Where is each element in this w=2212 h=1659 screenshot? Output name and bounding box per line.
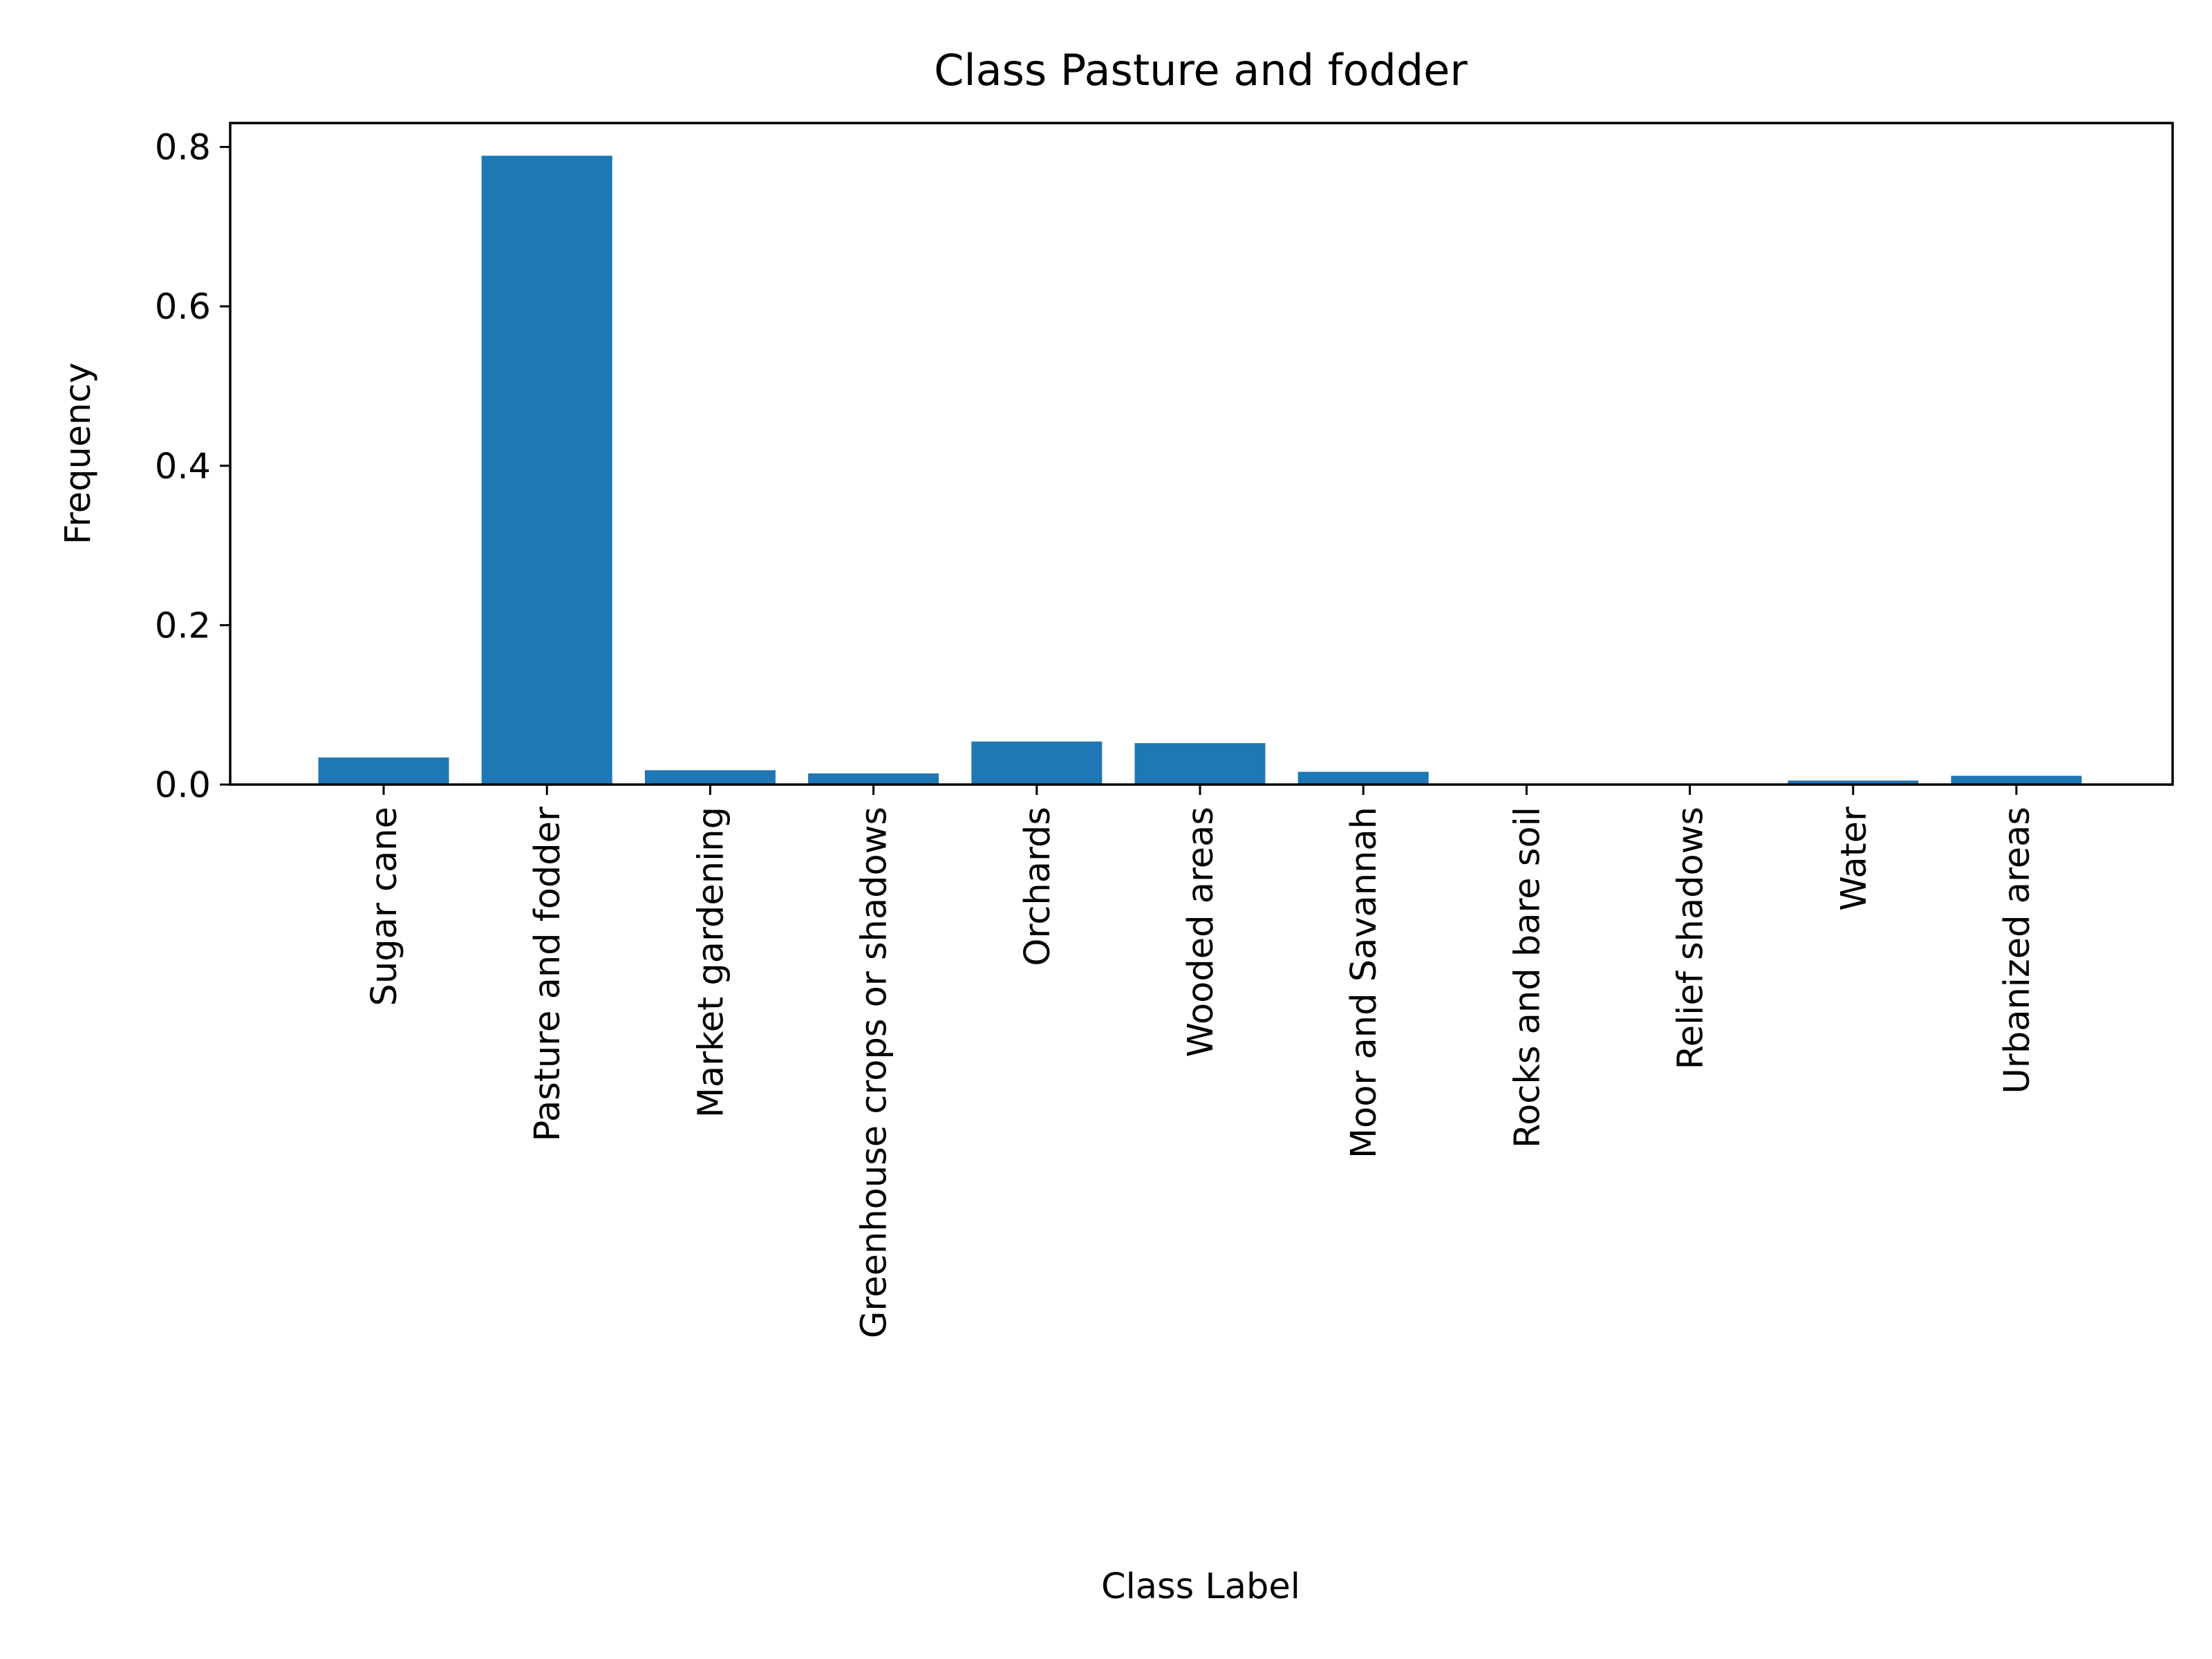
- x-tick-label: Orchards: [1018, 807, 1058, 966]
- bar-market-gardening: [644, 770, 776, 785]
- y-axis: 0.0 0.2 0.4 0.6 0.8: [155, 128, 230, 806]
- x-axis-label: Class Label: [1101, 1566, 1300, 1607]
- bar-greenhouse-crops-or-shadows: [808, 773, 939, 785]
- x-tick-label: Pasture and fodder: [527, 807, 568, 1141]
- y-tick-label: 0.0: [155, 765, 211, 806]
- x-tick-label: Urbanized areas: [1997, 807, 2038, 1094]
- bar-water: [1788, 780, 1919, 785]
- y-axis-label: Frequency: [58, 362, 99, 544]
- x-axis: Sugar cane Pasture and fodder Market garde…: [364, 785, 2038, 1338]
- x-tick-label: Water: [1834, 807, 1875, 911]
- x-tick-label: Moor and Savannah: [1344, 807, 1385, 1159]
- x-tick-label: Sugar cane: [364, 807, 405, 1006]
- y-tick-label: 0.8: [155, 128, 211, 169]
- x-tick-label: Greenhouse crops or shadows: [854, 807, 895, 1338]
- bar-urbanized-areas: [1951, 776, 2082, 785]
- x-tick-label: Wooded areas: [1181, 807, 1221, 1057]
- bar-orchards: [971, 741, 1103, 785]
- bar-wooded-areas: [1134, 743, 1266, 785]
- bar-sugar-cane: [318, 757, 449, 785]
- x-tick-label: Relief shadows: [1671, 807, 1712, 1069]
- x-tick-label: Rocks and bare soil: [1507, 807, 1548, 1148]
- y-tick-label: 0.6: [155, 287, 211, 328]
- y-tick-label: 0.2: [155, 606, 211, 646]
- x-tick-label: Market gardening: [691, 807, 731, 1118]
- bars-group: [318, 156, 2082, 785]
- y-tick-label: 0.4: [155, 447, 211, 487]
- chart-title: Class Pasture and fodder: [934, 45, 1468, 95]
- bar-moor-and-savannah: [1297, 771, 1429, 785]
- plot-frame: [229, 122, 2174, 786]
- bar-pasture-and-fodder: [481, 156, 612, 785]
